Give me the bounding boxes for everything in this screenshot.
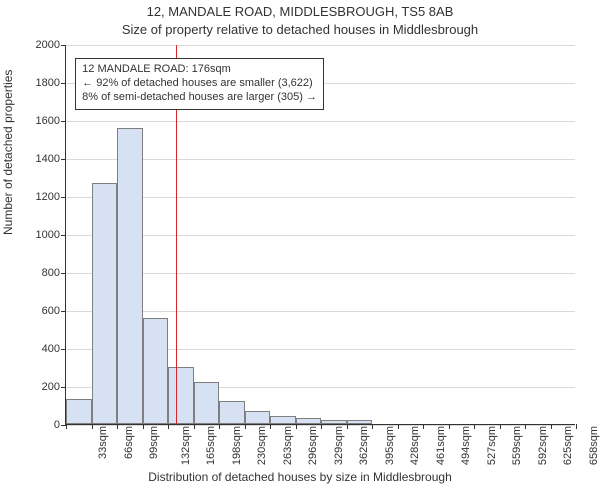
- ytick-mark: [61, 45, 66, 46]
- histogram-bar: [143, 318, 169, 424]
- xtick-mark: [66, 424, 67, 429]
- xtick-mark: [194, 424, 195, 429]
- histogram-bar: [219, 401, 245, 424]
- xtick-mark: [449, 424, 450, 429]
- histogram-bar: [296, 418, 322, 424]
- xtick-mark: [219, 424, 220, 429]
- xtick-mark: [296, 424, 297, 429]
- ytick-mark: [61, 273, 66, 274]
- chart-title-line1: 12, MANDALE ROAD, MIDDLESBROUGH, TS5 8AB: [0, 4, 600, 19]
- gridline: [66, 45, 575, 46]
- xtick-mark: [168, 424, 169, 429]
- ytick-label: 600: [10, 305, 60, 317]
- xtick-mark: [92, 424, 93, 429]
- xtick-mark: [398, 424, 399, 429]
- ytick-label: 0: [10, 419, 60, 431]
- xtick-mark: [321, 424, 322, 429]
- xtick-label: 66sqm: [123, 426, 135, 459]
- histogram-bar: [92, 183, 118, 424]
- ytick-mark: [61, 311, 66, 312]
- gridline: [66, 121, 575, 122]
- xtick-label: 559sqm: [511, 426, 523, 465]
- xtick-label: 428sqm: [409, 426, 421, 465]
- xtick-label: 362sqm: [358, 426, 370, 465]
- xtick-label: 99sqm: [148, 426, 160, 459]
- xtick-mark: [525, 424, 526, 429]
- xtick-mark: [576, 424, 577, 429]
- plot-area: 33sqm66sqm99sqm132sqm165sqm198sqm230sqm2…: [65, 45, 575, 425]
- ytick-label: 1200: [10, 191, 60, 203]
- xtick-label: 395sqm: [384, 426, 396, 465]
- xtick-label: 329sqm: [333, 426, 345, 465]
- xtick-label: 230sqm: [256, 426, 268, 465]
- xtick-label: 33sqm: [97, 426, 109, 459]
- annotation-line: ← 92% of detached houses are smaller (3,…: [82, 77, 317, 91]
- histogram-bar: [347, 420, 373, 424]
- histogram-bar: [245, 411, 271, 424]
- xtick-mark: [551, 424, 552, 429]
- annotation-line: 12 MANDALE ROAD: 176sqm: [82, 63, 317, 77]
- xtick-label: 132sqm: [180, 426, 192, 465]
- ytick-mark: [61, 121, 66, 122]
- xtick-label: 296sqm: [307, 426, 319, 465]
- xtick-mark: [474, 424, 475, 429]
- ytick-mark: [61, 235, 66, 236]
- ytick-label: 1600: [10, 115, 60, 127]
- xtick-label: 625sqm: [562, 426, 574, 465]
- xtick-label: 165sqm: [205, 426, 217, 465]
- ytick-label: 800: [10, 267, 60, 279]
- xtick-mark: [423, 424, 424, 429]
- ytick-label: 1800: [10, 77, 60, 89]
- ytick-label: 1000: [10, 229, 60, 241]
- xtick-label: 494sqm: [460, 426, 472, 465]
- xtick-label: 658sqm: [588, 426, 600, 465]
- ytick-mark: [61, 387, 66, 388]
- xtick-mark: [500, 424, 501, 429]
- ytick-label: 200: [10, 381, 60, 393]
- xtick-label: 527sqm: [486, 426, 498, 465]
- ytick-label: 1400: [10, 153, 60, 165]
- histogram-bar: [168, 367, 194, 424]
- annotation-box: 12 MANDALE ROAD: 176sqm← 92% of detached…: [75, 58, 324, 109]
- histogram-bar: [321, 420, 347, 424]
- xtick-mark: [245, 424, 246, 429]
- xtick-label: 592sqm: [537, 426, 549, 465]
- ytick-label: 400: [10, 343, 60, 355]
- ytick-mark: [61, 197, 66, 198]
- histogram-bar: [66, 399, 92, 424]
- ytick-label: 2000: [10, 39, 60, 51]
- histogram-bar: [194, 382, 220, 424]
- xtick-mark: [372, 424, 373, 429]
- xtick-mark: [270, 424, 271, 429]
- xtick-mark: [347, 424, 348, 429]
- x-axis-label: Distribution of detached houses by size …: [0, 470, 600, 484]
- xtick-label: 263sqm: [282, 426, 294, 465]
- histogram-bar: [117, 128, 143, 424]
- xtick-label: 461sqm: [435, 426, 447, 465]
- xtick-mark: [117, 424, 118, 429]
- xtick-label: 198sqm: [231, 426, 243, 465]
- ytick-mark: [61, 349, 66, 350]
- figure: 12, MANDALE ROAD, MIDDLESBROUGH, TS5 8AB…: [0, 0, 600, 500]
- ytick-mark: [61, 83, 66, 84]
- histogram-bar: [270, 416, 296, 424]
- ytick-mark: [61, 159, 66, 160]
- annotation-line: 8% of semi-detached houses are larger (3…: [82, 91, 317, 105]
- xtick-mark: [143, 424, 144, 429]
- chart-title-line2: Size of property relative to detached ho…: [0, 22, 600, 37]
